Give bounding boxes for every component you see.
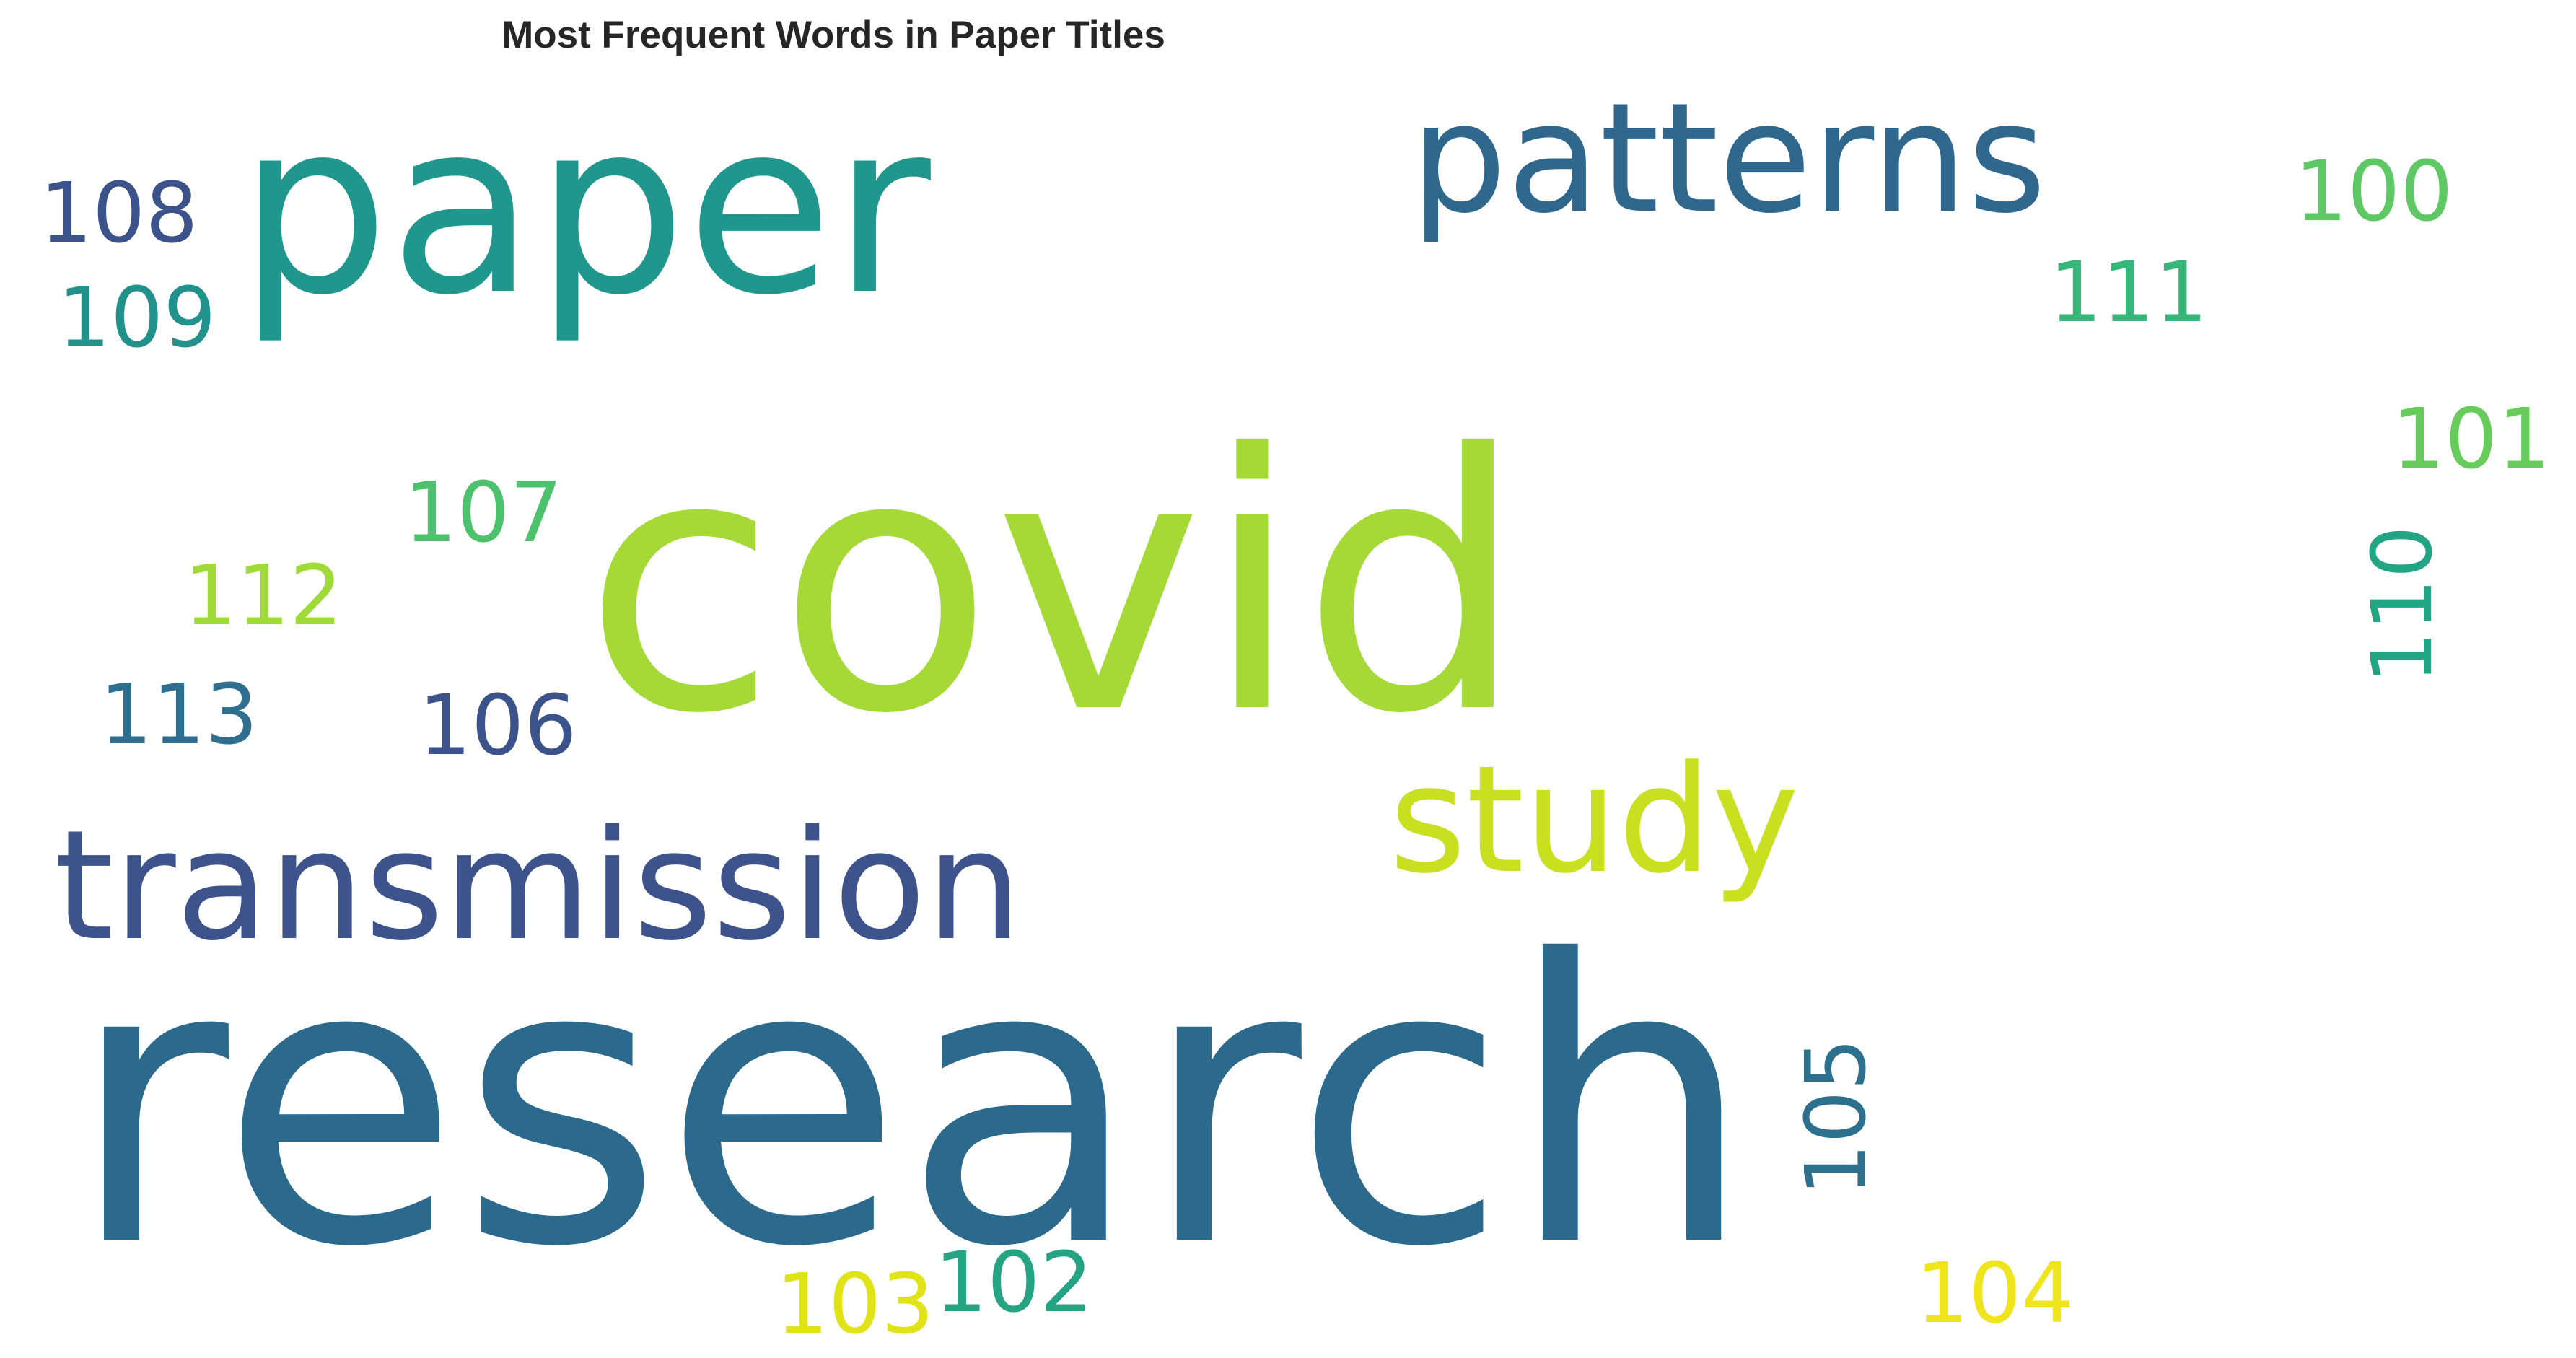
word-research: research [69, 879, 1754, 1332]
word-covid: covid [583, 379, 1525, 791]
word-105: 105 [1788, 1038, 1885, 1196]
word-102: 102 [934, 1235, 1093, 1331]
word-paper: paper [238, 70, 933, 347]
word-110: 110 [2354, 525, 2451, 684]
word-106: 106 [419, 678, 577, 774]
word-104: 104 [1916, 1245, 2075, 1342]
word-111: 111 [2049, 245, 2208, 341]
word-109: 109 [58, 270, 216, 367]
word-transmission: transmission [54, 797, 1022, 974]
word-study: study [1389, 735, 1800, 906]
word-113: 113 [100, 667, 258, 763]
word-100: 100 [2295, 144, 2453, 240]
word-patterns: patterns [1411, 70, 2046, 247]
word-108: 108 [40, 165, 198, 262]
word-107: 107 [404, 465, 563, 561]
word-103: 103 [776, 1256, 934, 1353]
chart-title: Most Frequent Words in Paper Titles [501, 14, 1165, 56]
word-101: 101 [2392, 391, 2551, 488]
word-112: 112 [184, 548, 343, 644]
